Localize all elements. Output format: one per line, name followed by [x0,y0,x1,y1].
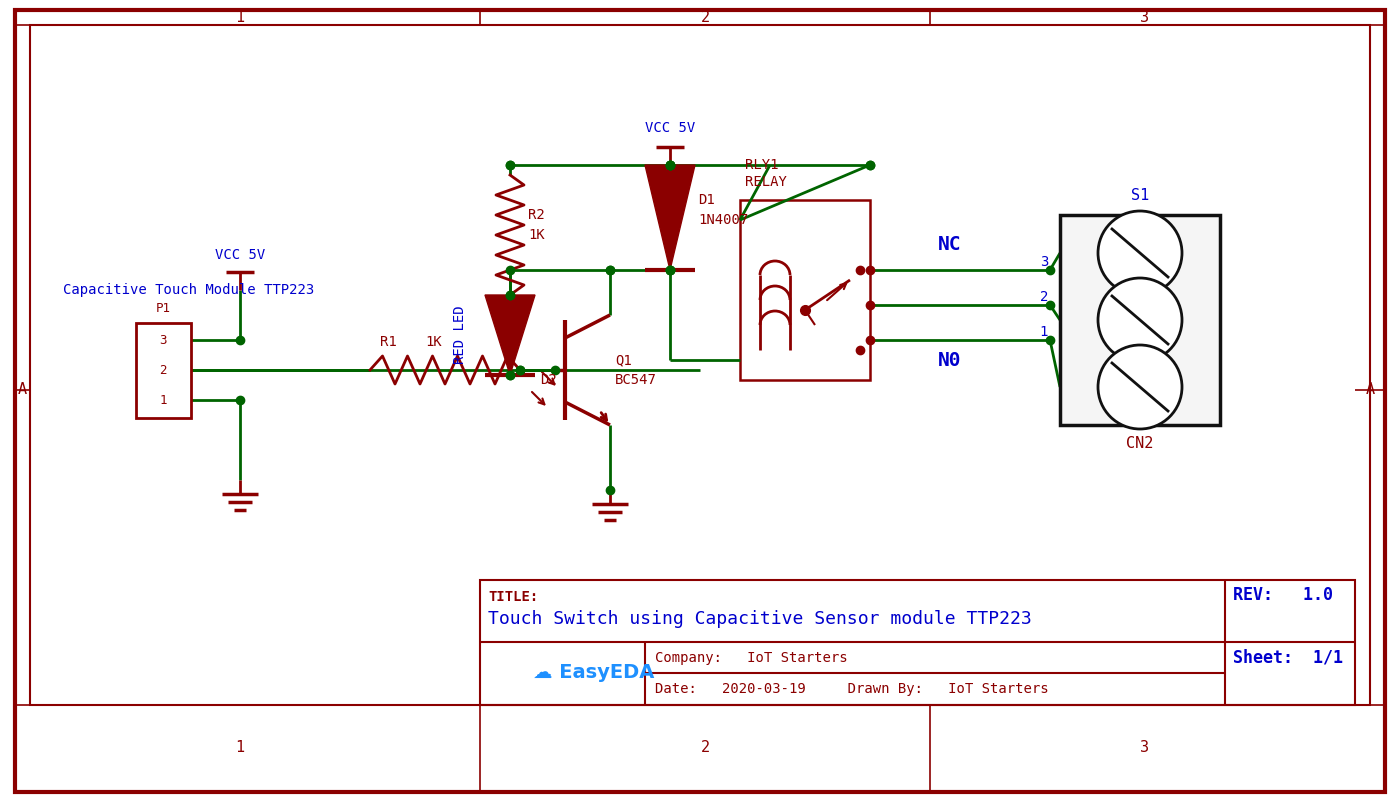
Bar [29,25,1371,705]
Polygon shape [484,295,535,375]
Text: 3: 3 [160,334,167,346]
Text: 1: 1 [235,10,245,25]
Text: P1: P1 [155,302,171,314]
Text: VCC 5V: VCC 5V [214,248,265,262]
Circle shape [1098,211,1182,295]
Bar [480,580,1355,705]
Text: N0: N0 [938,350,962,370]
Text: VCC 5V: VCC 5V [645,121,696,135]
Text: RED LED: RED LED [454,306,468,364]
Text: 2: 2 [700,10,710,25]
Text: Q1: Q1 [615,353,631,367]
Bar [136,323,190,418]
Text: RLY1: RLY1 [745,158,778,172]
Text: 1: 1 [160,394,167,407]
Text: 1K: 1K [528,228,545,242]
Text: R2: R2 [528,208,545,222]
Text: RELAY: RELAY [745,175,787,189]
Text: Date:   2020-03-19     Drawn By:   IoT Starters: Date: 2020-03-19 Drawn By: IoT Starters [655,682,1049,696]
Text: 3: 3 [1141,10,1149,25]
Text: A: A [17,383,27,398]
Text: 1: 1 [1040,325,1049,339]
Bar [741,200,869,380]
Text: BC547: BC547 [615,373,657,387]
Bar [1060,215,1219,425]
Text: 3: 3 [1141,740,1149,755]
Circle shape [1098,278,1182,362]
Text: 1: 1 [235,740,245,755]
Text: Touch Switch using Capacitive Sensor module TTP223: Touch Switch using Capacitive Sensor mod… [489,610,1032,628]
Polygon shape [645,165,694,270]
Circle shape [1098,345,1182,429]
Text: D1: D1 [699,193,715,207]
Text: 2: 2 [1040,290,1049,304]
Text: 1N4007: 1N4007 [699,213,748,227]
Text: TITLE:: TITLE: [489,590,538,604]
Text: Company:   IoT Starters: Company: IoT Starters [655,651,847,665]
Text: ☁ EasyEDA: ☁ EasyEDA [533,662,654,682]
Text: 2: 2 [160,363,167,376]
Text: 2: 2 [700,740,710,755]
Text: D2: D2 [540,373,557,387]
Text: Capacitive Touch Module TTP223: Capacitive Touch Module TTP223 [63,283,314,297]
Text: 3: 3 [1040,255,1049,269]
Text: Sheet:  1/1: Sheet: 1/1 [1233,649,1343,667]
Text: CN2: CN2 [1127,435,1154,451]
Text: REV:   1.0: REV: 1.0 [1233,586,1333,604]
Text: S1: S1 [1131,188,1149,202]
Text: R1: R1 [379,335,396,349]
Text: 1K: 1K [426,335,442,349]
Text: NC: NC [938,236,962,254]
Text: A: A [1365,383,1375,398]
